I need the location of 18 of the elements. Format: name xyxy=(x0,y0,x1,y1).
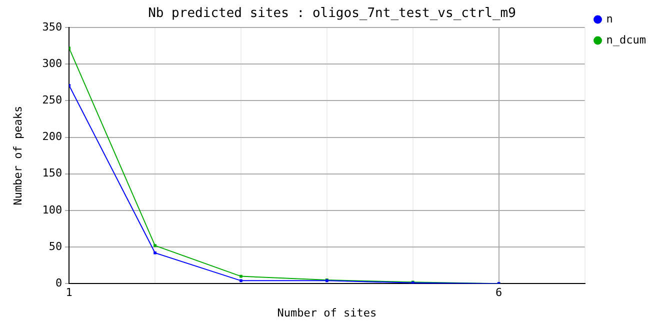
x-tick-label: 1 xyxy=(66,286,72,300)
x-tick-label: 6 xyxy=(496,286,502,300)
y-tick-label: 250 xyxy=(42,94,62,107)
y-tick-label: 350 xyxy=(42,20,62,34)
y-tick-label: 50 xyxy=(48,240,62,253)
y-tick-label: 300 xyxy=(42,57,62,70)
y-tick-label: 100 xyxy=(42,203,62,216)
point xyxy=(240,274,242,278)
y-axis-title: Number of peaks xyxy=(11,106,24,206)
point xyxy=(154,251,156,254)
chart-title: Nb predicted sites : oligos_7nt_test_vs_ctrl_m9 xyxy=(148,6,516,22)
legend-label: n_dcum xyxy=(606,33,646,46)
y-tick-label: 200 xyxy=(42,130,62,144)
legend-label: n xyxy=(606,12,613,26)
point xyxy=(240,279,242,282)
y-tick-label: 0 xyxy=(55,276,62,290)
y-tick-label: 150 xyxy=(42,166,62,180)
x-axis-title: Number of sites xyxy=(277,306,377,320)
